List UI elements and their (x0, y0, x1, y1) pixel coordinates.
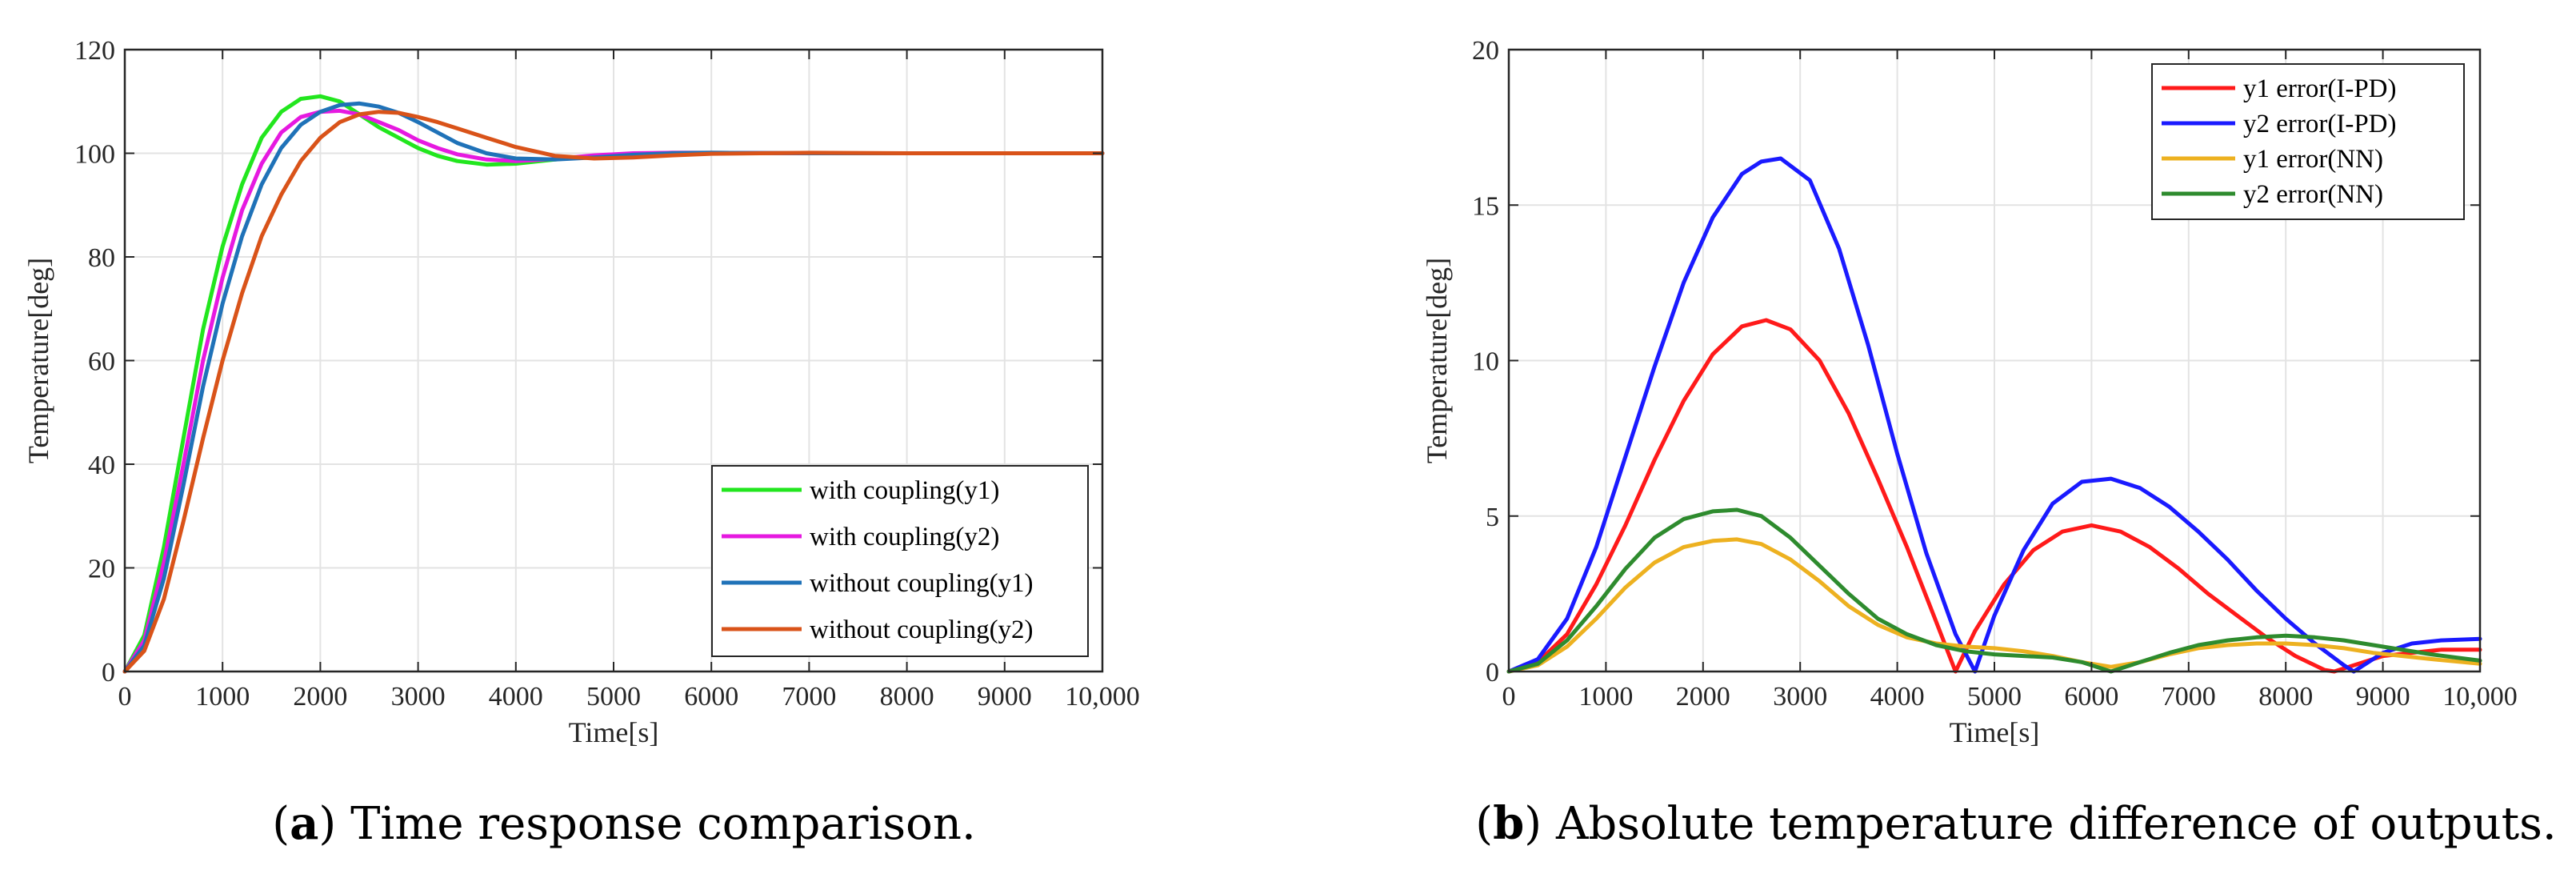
x-tick-label: 7000 (2162, 682, 2216, 712)
x-tick-label: 10,000 (2442, 682, 2518, 712)
x-tick-label: 4000 (489, 682, 543, 712)
caption-letter: b (1493, 797, 1524, 850)
x-tick-label: 6000 (2064, 682, 2118, 712)
x-axis-label: Time[s] (1950, 716, 2040, 748)
x-tick-label: 10,000 (1065, 682, 1140, 712)
x-tick-label: 2000 (293, 682, 347, 712)
x-tick-label: 2000 (1676, 682, 1730, 712)
legend-label-4: without coupling(y2) (810, 615, 1034, 644)
figure-caption: (b) Absolute temperature difference of o… (1475, 797, 2556, 850)
caption-paren-close: ) (1524, 798, 1556, 850)
y-tick-label: 80 (88, 243, 115, 273)
y-axis-label: Temperature[deg] (22, 258, 54, 463)
legend-label-1: with coupling(y1) (810, 476, 999, 505)
caption-text: Time response comparison. (350, 798, 976, 850)
figure-caption: (a) Time response comparison. (272, 797, 976, 850)
y-tick-label: 20 (1472, 36, 1499, 66)
legend: with coupling(y1) with coupling(y2) withou… (711, 465, 1089, 657)
x-tick-label: 5000 (1967, 682, 2022, 712)
legend-label-3: y1 error(NN) (2243, 145, 2383, 174)
series-line-4 (122, 110, 1105, 674)
y-tick-label: 120 (74, 36, 115, 66)
x-tick-label: 4000 (1870, 682, 1925, 712)
legend-label-3: without coupling(y1) (810, 569, 1034, 598)
x-axis-label: Time[s] (569, 716, 659, 748)
chart-b: 0 1000 2000 3000 4000 5000 6000 7000 8000 9000 10,… (1421, 36, 2557, 850)
caption-text: Absolute temperature difference of outpu… (1555, 798, 2557, 850)
legend-label-4: y2 error(NN) (2243, 180, 2383, 209)
x-tick-label: 3000 (391, 682, 446, 712)
chart-a: 0 1000 2000 3000 4000 5000 6000 7000 8000 9000 10,… (22, 36, 1140, 850)
x-tick-label: 3000 (1773, 682, 1827, 712)
y-axis-label: Temperature[deg] (1421, 258, 1453, 463)
legend-box (711, 465, 1089, 657)
y-tick-label: 0 (1486, 658, 1499, 688)
caption-letter: a (290, 797, 318, 850)
legend-label-2: y2 error(I-PD) (2243, 110, 2397, 138)
x-tick-label: 6000 (684, 682, 738, 712)
x-tick-label: 7000 (782, 682, 836, 712)
legend-label-2: with coupling(y2) (810, 523, 999, 551)
y-tick-label: 0 (102, 658, 115, 688)
caption-paren-open: ( (272, 798, 290, 850)
legend: y1 error(I-PD) y2 error(I-PD) y1 error(NN)… (2151, 63, 2465, 220)
y-tick-label: 40 (88, 451, 115, 480)
x-tick-label: 8000 (2258, 682, 2313, 712)
series-line-3 (1506, 537, 2482, 674)
caption-paren-open: ( (1475, 798, 1493, 850)
y-tick-label: 5 (1486, 503, 1499, 532)
legend-label-1: y1 error(I-PD) (2243, 74, 2397, 103)
x-tick-label: 9000 (2356, 682, 2410, 712)
caption-paren-close: ) (318, 798, 350, 850)
x-tick-label: 5000 (586, 682, 641, 712)
y-tick-label: 10 (1472, 347, 1499, 377)
x-tick-label: 1000 (195, 682, 250, 712)
x-tick-label: 1000 (1578, 682, 1633, 712)
x-tick-label: 0 (1502, 682, 1516, 712)
y-tick-label: 100 (74, 140, 115, 170)
y-tick-label: 15 (1472, 191, 1499, 221)
y-tick-label: 20 (88, 555, 115, 584)
series-line-1 (1506, 318, 2482, 674)
x-tick-label: 8000 (880, 682, 934, 712)
x-tick-label: 9000 (978, 682, 1032, 712)
y-tick-label: 60 (88, 347, 115, 377)
series-line-4 (1506, 507, 2482, 674)
x-tick-label: 0 (118, 682, 132, 712)
